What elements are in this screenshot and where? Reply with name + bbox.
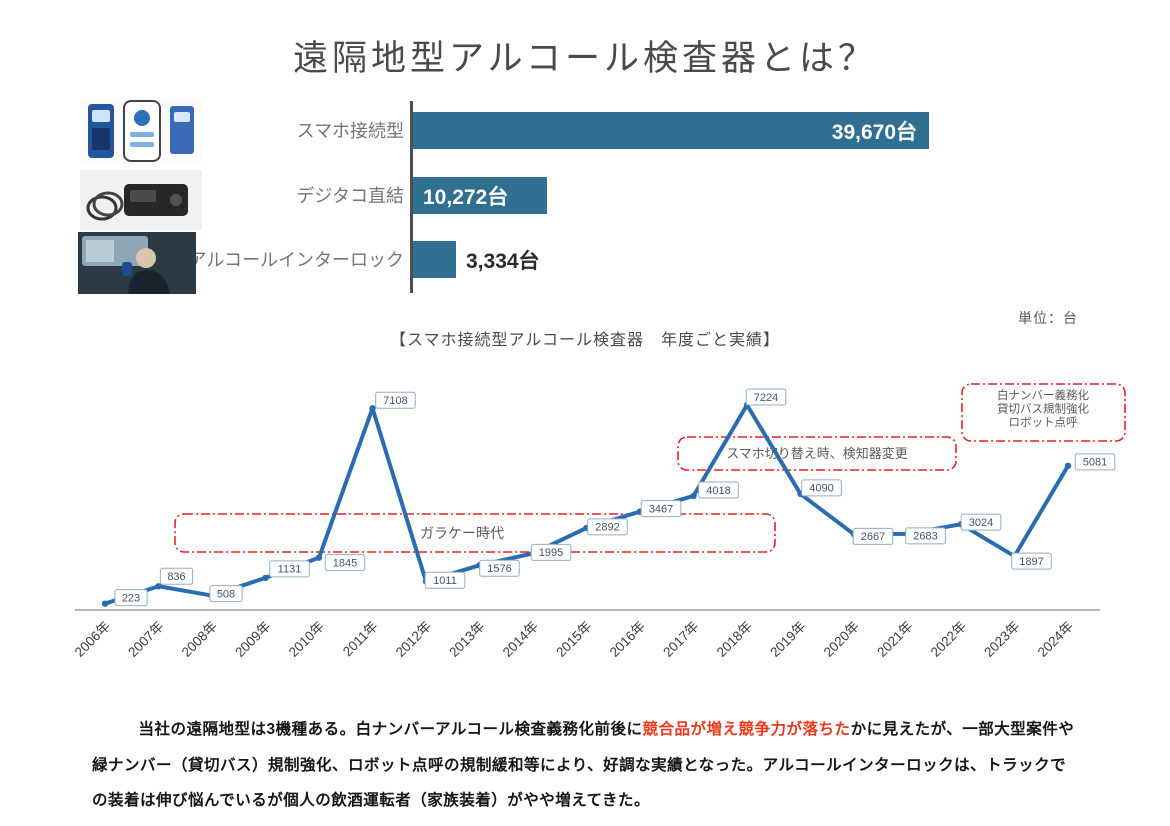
x-axis-label: 2016年 (607, 619, 648, 660)
value-label: 836 (167, 571, 185, 583)
x-axis-label: 2018年 (714, 619, 755, 660)
photo-digital-tacho-device (80, 170, 202, 230)
bar-alcohol-interlock: 3,334台 (413, 241, 540, 278)
x-axis-label: 2024年 (1035, 619, 1076, 660)
value-label-box (324, 554, 366, 572)
value-label: 5081 (1083, 457, 1107, 469)
x-axis-label: 2023年 (981, 619, 1022, 660)
value-label-box (424, 571, 466, 589)
bar-category-label: スマホ接続型 (296, 121, 404, 141)
x-axis-label: 2019年 (767, 619, 808, 660)
x-axis-label: 2009年 (232, 619, 273, 660)
value-label: 7108 (383, 395, 407, 407)
value-label: 1131 (278, 564, 302, 576)
x-axis-label: 2007年 (125, 619, 166, 660)
value-label: 2683 (913, 531, 937, 543)
x-axis-label: 2017年 (660, 619, 701, 660)
value-label-box (1074, 453, 1116, 471)
bar-value-label: 39,670台 (831, 120, 917, 144)
annotation-box (677, 436, 957, 471)
value-label: 4090 (809, 483, 833, 495)
value-label-box (375, 391, 416, 409)
x-axis-label: 2012年 (393, 619, 434, 660)
x-axis-label: 2021年 (874, 619, 915, 660)
bar-chart-axis (410, 101, 413, 293)
value-label: 1845 (333, 557, 357, 569)
value-label-box (852, 527, 894, 545)
data-point (262, 574, 269, 582)
data-point (315, 554, 323, 561)
bar-digital-tacho: 10,272台 (413, 177, 547, 214)
value-label: 7224 (754, 392, 778, 404)
annotation-box (174, 513, 776, 553)
value-label: 1576 (487, 563, 511, 575)
x-axis-label: 2006年 (72, 619, 113, 660)
value-label-box (960, 513, 1002, 531)
value-label-box (905, 527, 946, 545)
value-label-box (640, 500, 682, 518)
annotation-box (961, 383, 1126, 442)
value-label: 4018 (706, 485, 730, 497)
value-label: 1011 (433, 575, 457, 587)
summary-text-2: かに見えたが、一部大型案件や緑ナンバー（貸切バス）規制強化、ロボット点呼の規制緩… (92, 721, 1075, 810)
annotation-label: 貸切バス規制強化 (997, 402, 1089, 416)
x-axis-label: 2011年 (340, 619, 381, 660)
photo-driver-in-cab (78, 232, 196, 294)
annotation-label: スマホ切り替え時、検知器変更 (726, 446, 908, 461)
x-axis-label: 2010年 (286, 619, 327, 660)
data-point (690, 492, 697, 500)
value-label: 1995 (539, 547, 563, 559)
value-label: 223 (122, 592, 140, 604)
page-title: 遠隔地型アルコール検査器とは？ (293, 39, 877, 78)
line-chart-title: 【スマホ接続型アルコール検査器 年度ごと実績】 (389, 332, 781, 349)
value-label: 2667 (861, 531, 885, 543)
value-label: 3024 (969, 517, 993, 529)
data-point (101, 600, 109, 607)
summary-text-1: 当社の遠隔地型は3機種ある。白ナンバーアルコール検査義務化前後に (138, 721, 643, 738)
annotation-label: 白ナンバー義務化 (997, 388, 1089, 402)
value-label-box (801, 479, 842, 497)
x-axis-label: 2015年 (553, 619, 594, 660)
value-label-box (269, 560, 310, 578)
unit-note: 単位：台 (1018, 310, 1078, 326)
data-point (369, 405, 376, 412)
photo-alcohol-checker-and-smartphone (80, 98, 202, 164)
value-label-box (587, 518, 628, 536)
x-axis-label: 2022年 (928, 619, 969, 660)
annotation-label: ガラケー時代 (420, 525, 504, 541)
data-point (1064, 462, 1072, 470)
value-label: 2892 (595, 522, 619, 534)
bar-smartphone-type: 39,670台 (413, 112, 929, 149)
x-axis-label: 2014年 (500, 619, 541, 660)
summary-text-red: 競合品が増え競争力が落ちた (642, 721, 851, 738)
value-label-box (745, 388, 787, 406)
value-label-box (114, 589, 148, 607)
line-chart: ガラケー時代 スマホ切り替え時、検知器変更 白ナンバー義務化貸切バス規制強化ロボット… (72, 383, 1126, 660)
value-label-box (530, 543, 572, 561)
value-label: 3467 (649, 503, 673, 515)
bar-value-label: 3,334台 (466, 249, 540, 273)
summary-paragraph: 当社の遠隔地型は3機種ある。白ナンバーアルコール検査義務化前後に競合品が増え競争… (92, 712, 1082, 819)
annotation-label: ロボット点呼 (1009, 416, 1078, 429)
value-label-box (698, 481, 739, 499)
value-label-box (479, 559, 520, 577)
value-label: 1897 (1019, 556, 1043, 568)
line-series (103, 403, 1070, 606)
value-label-box (159, 567, 194, 585)
value-label-box (209, 585, 243, 603)
x-axis-label: 2020年 (821, 619, 862, 660)
bar-value-label: 10,272台 (423, 185, 509, 209)
bar-category-label: デジタコ直結 (296, 186, 404, 206)
data-point (155, 583, 162, 590)
value-label: 508 (217, 588, 235, 600)
x-axis-label: 2008年 (179, 619, 220, 660)
bar-category-label: アルコールインターロック (188, 250, 404, 270)
value-label-box (1011, 552, 1052, 570)
x-axis-label: 2013年 (446, 619, 487, 660)
